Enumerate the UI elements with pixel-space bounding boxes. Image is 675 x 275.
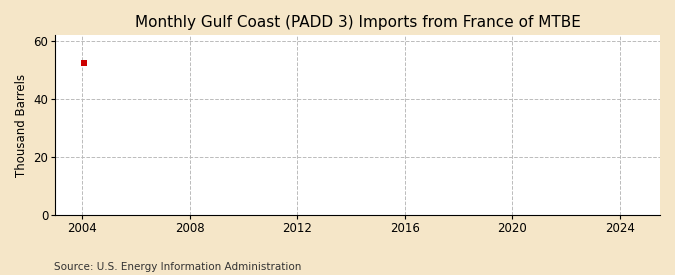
Title: Monthly Gulf Coast (PADD 3) Imports from France of MTBE: Monthly Gulf Coast (PADD 3) Imports from… xyxy=(135,15,580,30)
Y-axis label: Thousand Barrels: Thousand Barrels xyxy=(15,74,28,177)
Text: Source: U.S. Energy Information Administration: Source: U.S. Energy Information Administ… xyxy=(54,262,301,272)
